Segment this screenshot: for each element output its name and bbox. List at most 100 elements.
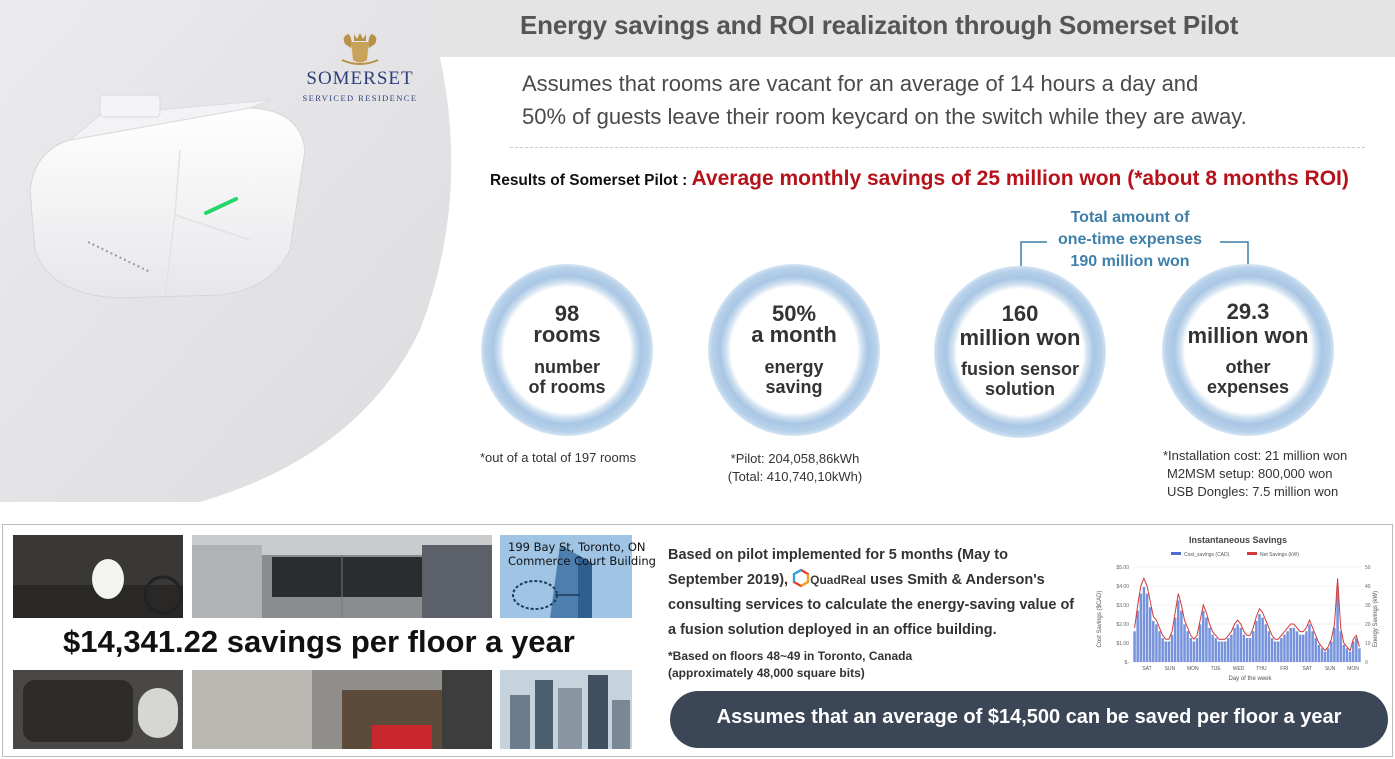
cost-savings-bar (1320, 648, 1324, 662)
cost-savings-bar (1236, 624, 1239, 662)
metric-other-value: 29.3 (1226, 299, 1270, 324)
results-label: Results of Somerset Pilot : (490, 172, 692, 189)
cost-savings-bar (1258, 614, 1261, 662)
y-right-axis-label: Energy Savings (kW) (1373, 591, 1379, 647)
cost-savings-bar (1220, 641, 1224, 662)
y-left-tick-label: $4.00 (1116, 584, 1129, 590)
title-bar: Energy savings and ROI realizaiton throu… (440, 0, 1395, 57)
cost-savings-bar (1330, 641, 1333, 662)
cost-savings-bar (1308, 624, 1311, 662)
somerset-logo: SOMERSET SERVICED RESIDENCE (300, 30, 420, 103)
cost-savings-bar (1333, 627, 1336, 662)
quadreal-logo-icon (793, 569, 810, 587)
costs-note-line-3: USB Dongles: 7.5 million won (1167, 484, 1339, 499)
divider (510, 147, 1365, 148)
x-tick-label: MON (1187, 666, 1199, 672)
cost-savings-bar (1280, 638, 1283, 662)
cost-savings-bar (1195, 638, 1199, 662)
y-right-tick-label: 50 (1365, 565, 1371, 571)
assumption-line-2: 50% of guests leave their room keycard o… (522, 104, 1247, 129)
cost-savings-bar (1248, 638, 1252, 662)
legend-net-label: Net Savings (kW) (1260, 552, 1299, 558)
metric-rooms-label-1: number (533, 357, 600, 377)
pilot-note-line-2: (approximately 48,000 square bits) (668, 666, 865, 680)
conclusion-banner: Assumes that an average of $14,500 can b… (670, 691, 1388, 748)
cost-savings-bar (1142, 586, 1146, 662)
cost-savings-bar (1230, 634, 1233, 662)
cost-savings-bar (1261, 617, 1264, 662)
y-left-tick-label: $3.00 (1116, 603, 1129, 609)
cost-savings-bar (1136, 610, 1139, 662)
y-right-tick-label: 40 (1365, 584, 1371, 590)
address-line-1: 199 Bay St, Toronto, ON (508, 540, 646, 554)
cost-savings-bar (1270, 638, 1274, 662)
y-left-tick-label: $- (1125, 660, 1130, 666)
onetime-expenses-label: Total amount of one-time expenses 190 mi… (1040, 207, 1220, 273)
x-tick-label: SAT (1303, 666, 1312, 672)
office-photo-1 (192, 535, 492, 618)
cost-savings-bar (1173, 617, 1177, 662)
y-right-tick-label: 20 (1365, 622, 1371, 628)
cost-savings-bar (1276, 641, 1280, 662)
cost-savings-bar (1317, 644, 1321, 662)
chart-title: Instantaneous Savings (1189, 535, 1287, 545)
metric-fusion-label-2: solution (985, 379, 1055, 399)
rooms-note: *out of a total of 197 rooms (480, 450, 637, 465)
cost-savings-bar (1242, 634, 1246, 662)
energy-note-line-1: *Pilot: 204,058,86kWh (730, 451, 860, 466)
metric-rooms-value: 98 (554, 301, 580, 326)
legend-cost-label: Cost_savings (CAD) (1184, 552, 1230, 558)
cost-savings-bar (1351, 641, 1355, 662)
cost-savings-bar (1177, 600, 1180, 662)
cost-savings-bar (1208, 627, 1211, 662)
office-photo-2 (192, 670, 492, 749)
metric-fusion-label-1: fusion sensor (960, 359, 1080, 379)
x-tick-label: MON (1347, 666, 1359, 672)
savings-per-floor: $14,341.22 savings per floor a year (63, 624, 575, 659)
metric-rooms-unit: rooms (533, 322, 601, 347)
cost-savings-bar (1295, 631, 1299, 662)
cost-savings-bar (1342, 644, 1346, 662)
cost-savings-bar (1264, 624, 1268, 662)
cost-savings-bar (1358, 648, 1361, 662)
cost-savings-bar (1345, 648, 1349, 662)
cost-savings-bar (1283, 634, 1286, 662)
onetime-line-2: one-time expenses (1057, 231, 1203, 248)
x-tick-label: FRI (1280, 666, 1288, 672)
results-line: Results of Somerset Pilot : Average mont… (490, 167, 1349, 191)
metric-other-label-1: other (1225, 357, 1271, 377)
cost-savings-bar (1323, 651, 1327, 662)
sensor-hero-image (0, 0, 452, 502)
energy-note-line-2: (Total: 410,740,10kWh) (727, 469, 863, 484)
cost-savings-bar (1223, 641, 1227, 662)
metric-energy-label-2: saving (765, 377, 823, 397)
cost-savings-bar (1267, 631, 1271, 662)
x-tick-label: SUN (1325, 666, 1336, 672)
conclusion-text: Assumes that an average of $14,500 can b… (716, 706, 1342, 728)
x-axis-label: Day of the week (1228, 676, 1272, 682)
brand-subtitle: SERVICED RESIDENCE (302, 93, 418, 103)
cost-savings-bar (1155, 624, 1158, 662)
cost-savings-bar (1189, 638, 1193, 662)
building-photo (500, 535, 632, 618)
cost-savings-bar (1170, 634, 1174, 662)
cost-savings-bar (1311, 631, 1314, 662)
cost-savings-bar (1298, 634, 1302, 662)
cost-savings-bar (1292, 627, 1296, 662)
y-left-tick-label: $5.00 (1116, 565, 1129, 571)
cost-savings-bar (1305, 631, 1308, 662)
page-title: Energy savings and ROI realizaiton throu… (520, 10, 1239, 40)
instantaneous-savings-chart: Instantaneous Savings Cost_savings (CAD)… (1093, 531, 1383, 689)
quadreal-name: QuadReal (810, 573, 867, 587)
cost-savings-bar (1314, 638, 1317, 662)
cost-savings-bar (1164, 641, 1168, 662)
pilot-text-part-1: Based on pilot implemented for 5 months … (668, 547, 1008, 588)
y-left-tick-label: $2.00 (1116, 622, 1129, 628)
energy-note: *Pilot: 204,058,86kWh (Total: 410,740,10… (720, 450, 870, 486)
cost-savings-bar (1167, 641, 1171, 662)
metric-other-label-2: expenses (1206, 377, 1290, 397)
cost-savings-bar (1233, 627, 1236, 662)
office-pilot-section: $14,341.22 savings per floor a year 199 … (2, 524, 1393, 757)
costs-note: *Installation cost: 21 million won M2MSM… (1163, 447, 1383, 501)
crest-icon (341, 33, 379, 65)
